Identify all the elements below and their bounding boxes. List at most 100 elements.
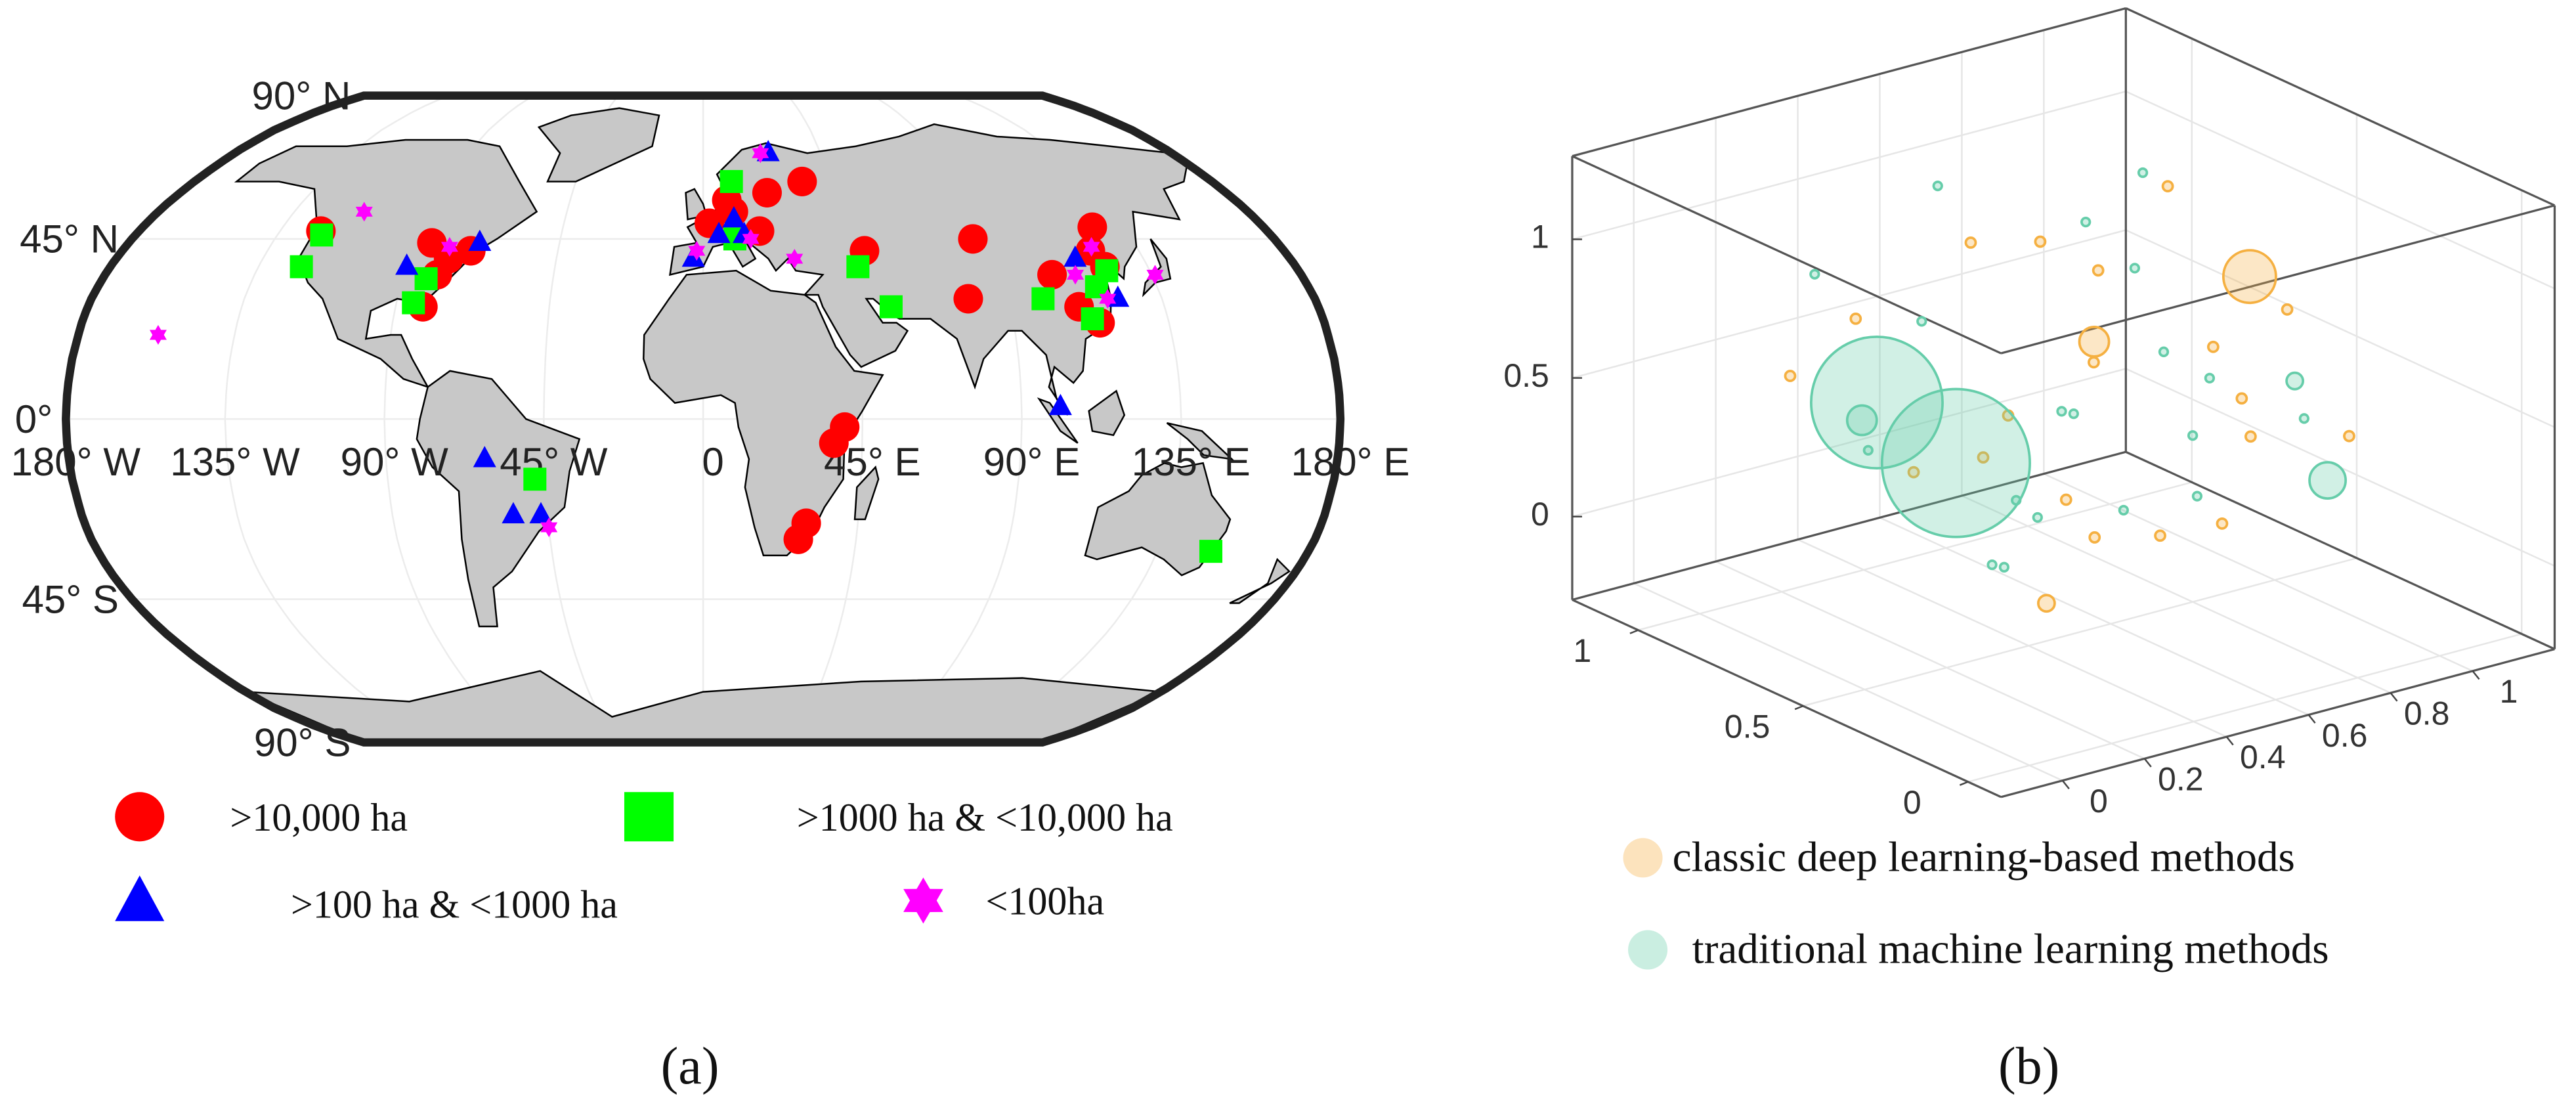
marker-square xyxy=(310,223,333,247)
marker-square xyxy=(523,468,547,491)
grid-line xyxy=(1803,557,2357,707)
x-tick-label: 135° W xyxy=(170,440,300,484)
marker-square xyxy=(846,255,870,278)
grid-line xyxy=(1572,229,2126,379)
bubble xyxy=(2222,249,2277,305)
bubble xyxy=(2308,461,2347,500)
map-frame xyxy=(62,91,1345,747)
z-tick-label: 0.5 xyxy=(1503,357,1549,394)
legend-label: >10,000 ha xyxy=(230,795,408,839)
bubble xyxy=(2129,263,2140,274)
marker-square xyxy=(1081,307,1104,331)
marker-triangle xyxy=(395,253,419,275)
legend-label: >100 ha & <1000 ha xyxy=(291,883,618,927)
bubble xyxy=(2078,325,2111,358)
x-tick-label: 90° W xyxy=(341,440,448,484)
tick-mark xyxy=(1629,629,1639,634)
marker-square xyxy=(414,267,438,290)
bubble xyxy=(2235,392,2248,405)
box-edge xyxy=(2000,647,2555,798)
bubble xyxy=(1977,451,1990,464)
bubble xyxy=(2216,517,2229,530)
marker-circle xyxy=(953,284,983,314)
z-tick-label: 1 xyxy=(1531,219,1549,255)
panel-label: (b) xyxy=(1998,1037,2059,1095)
tick-mark xyxy=(2472,670,2480,680)
x-tick-label: 90° E xyxy=(983,440,1081,484)
bubble xyxy=(1845,404,1878,437)
x-tick-label: 0.6 xyxy=(2322,717,2368,754)
tick-mark xyxy=(2390,692,2398,702)
bubble xyxy=(2034,235,2047,248)
marker-star xyxy=(903,877,943,924)
grid-line xyxy=(1961,494,2392,694)
bubble xyxy=(2206,340,2220,353)
marker-star xyxy=(355,202,373,222)
land xyxy=(1088,389,1126,437)
grid-line xyxy=(1572,368,2126,517)
y-tick-label: 90° S xyxy=(254,720,351,764)
marker-triangle xyxy=(115,875,165,921)
marker-star xyxy=(540,517,558,538)
bubble xyxy=(1880,387,2031,538)
tick-mark xyxy=(2061,779,2070,790)
bubble xyxy=(2161,180,2174,193)
bubble xyxy=(2191,491,2203,502)
bubble xyxy=(1809,269,1820,280)
marker-triangle xyxy=(1063,245,1087,267)
bubble xyxy=(2298,413,2309,424)
marker-circle xyxy=(752,177,782,208)
marker-square xyxy=(879,295,903,318)
grid-line xyxy=(1797,538,2227,738)
bubble xyxy=(2059,493,2072,506)
bubble xyxy=(2032,512,2043,523)
x-tick-label: 0.4 xyxy=(2240,739,2286,775)
bubble xyxy=(1964,236,1977,249)
marker-square xyxy=(290,255,313,278)
bubble xyxy=(1849,312,1862,325)
bubble xyxy=(2088,356,2100,369)
grid-line xyxy=(2125,91,2555,290)
y-tick-label: 0 xyxy=(1903,784,1921,821)
tick-mark xyxy=(1794,705,1804,710)
bubble xyxy=(1932,180,1943,192)
x-tick-label: 45° W xyxy=(500,440,607,484)
marker-circle xyxy=(1077,212,1107,242)
bubble xyxy=(2281,303,2294,316)
grid-line xyxy=(1633,582,2063,781)
box-edge xyxy=(1572,598,2002,798)
land xyxy=(642,269,884,557)
marker-star xyxy=(742,229,760,249)
marker-circle xyxy=(783,524,813,554)
panel-label: (a) xyxy=(661,1037,719,1095)
marker-triangle xyxy=(502,502,525,523)
bubble xyxy=(2011,494,2022,506)
land xyxy=(537,107,660,183)
bubble xyxy=(2092,264,2105,277)
z-tick-label: 0 xyxy=(1531,496,1549,533)
x-tick-label: 180° E xyxy=(1291,440,1409,484)
bubble xyxy=(2187,430,2199,441)
bubble xyxy=(2036,594,2056,613)
marker-star xyxy=(1067,265,1084,285)
land xyxy=(1166,422,1235,461)
grid-line xyxy=(2043,473,2474,672)
grid-line xyxy=(1715,560,2145,760)
tick-mark xyxy=(2225,736,2234,746)
land xyxy=(1084,462,1232,577)
bubble xyxy=(2285,371,2304,391)
marker-square xyxy=(1031,287,1055,311)
marker-star xyxy=(1083,236,1100,257)
x-tick-label: 135° E xyxy=(1132,440,1251,484)
y-tick-label: 45° S xyxy=(22,577,119,621)
x-tick-label: 1 xyxy=(2500,673,2518,710)
bubble xyxy=(1998,561,2010,573)
land xyxy=(853,465,880,521)
tick-mark xyxy=(2308,714,2316,724)
grid-line xyxy=(1967,633,2522,783)
marker-star xyxy=(688,240,706,261)
grid-line xyxy=(1638,481,2193,631)
